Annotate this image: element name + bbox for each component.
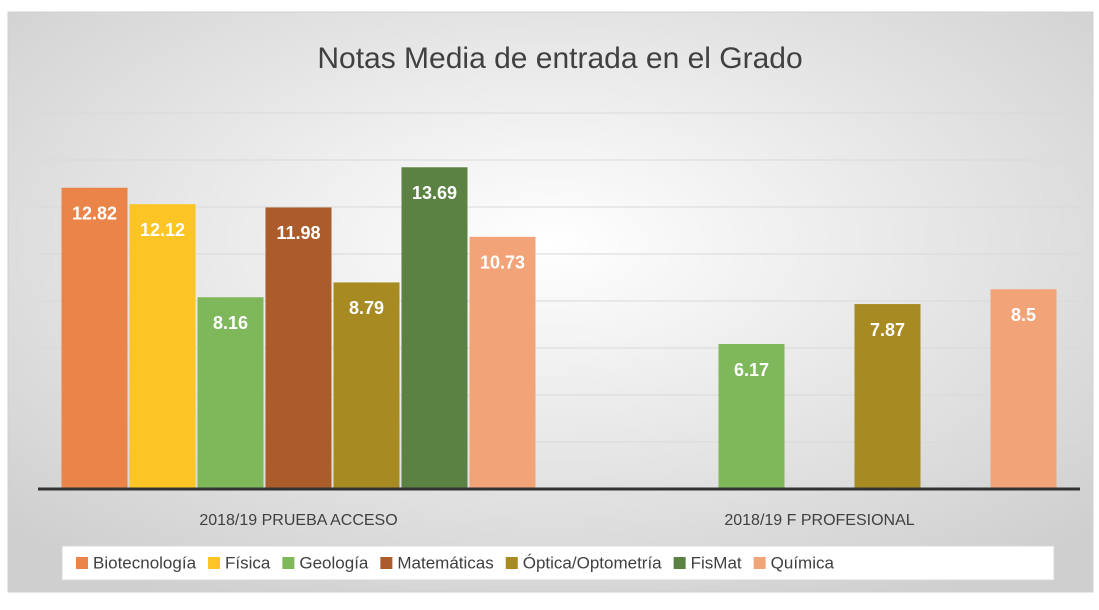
legend-swatch	[208, 557, 221, 569]
legend-label: Física	[225, 553, 271, 572]
bar	[469, 236, 536, 489]
bar	[718, 344, 785, 489]
bar	[129, 204, 196, 489]
bar	[333, 282, 400, 489]
legend-swatch	[380, 557, 393, 569]
legend-label: Biotecnología	[93, 553, 197, 572]
legend-label: Química	[771, 553, 835, 572]
value-label: 10.73	[480, 253, 525, 273]
chart-title: Notas Media de entrada en el Grado	[317, 42, 802, 75]
legend-swatch	[282, 557, 295, 569]
legend-label: Geología	[299, 553, 369, 572]
value-label: 8.16	[213, 313, 248, 333]
legend-label: FisMat	[691, 553, 742, 572]
bar	[197, 297, 264, 489]
value-label: 8.5	[1011, 305, 1036, 325]
bar	[990, 289, 1057, 489]
legend-swatch	[76, 557, 88, 569]
legend-label: Óptica/Optometría	[523, 553, 662, 572]
bar	[265, 207, 332, 489]
value-label: 6.17	[734, 360, 769, 380]
value-label: 8.79	[349, 298, 384, 318]
bar	[854, 304, 921, 489]
value-label: 7.87	[870, 320, 905, 340]
bar	[61, 187, 128, 490]
x-tick-label: 2018/19 F PROFESIONAL	[724, 512, 914, 529]
value-label: 12.12	[140, 220, 185, 240]
legend-swatch	[673, 557, 686, 569]
bar	[401, 167, 468, 489]
legend-box	[61, 545, 1055, 581]
legend-swatch	[753, 557, 766, 569]
value-label: 12.82	[72, 203, 117, 223]
value-label: 13.69	[412, 183, 457, 203]
legend-label: Matemáticas	[397, 553, 493, 572]
value-label: 11.98	[276, 223, 320, 243]
x-tick-label: 2018/19 PRUEBA ACCESO	[199, 512, 397, 529]
legend-swatch	[505, 557, 518, 569]
